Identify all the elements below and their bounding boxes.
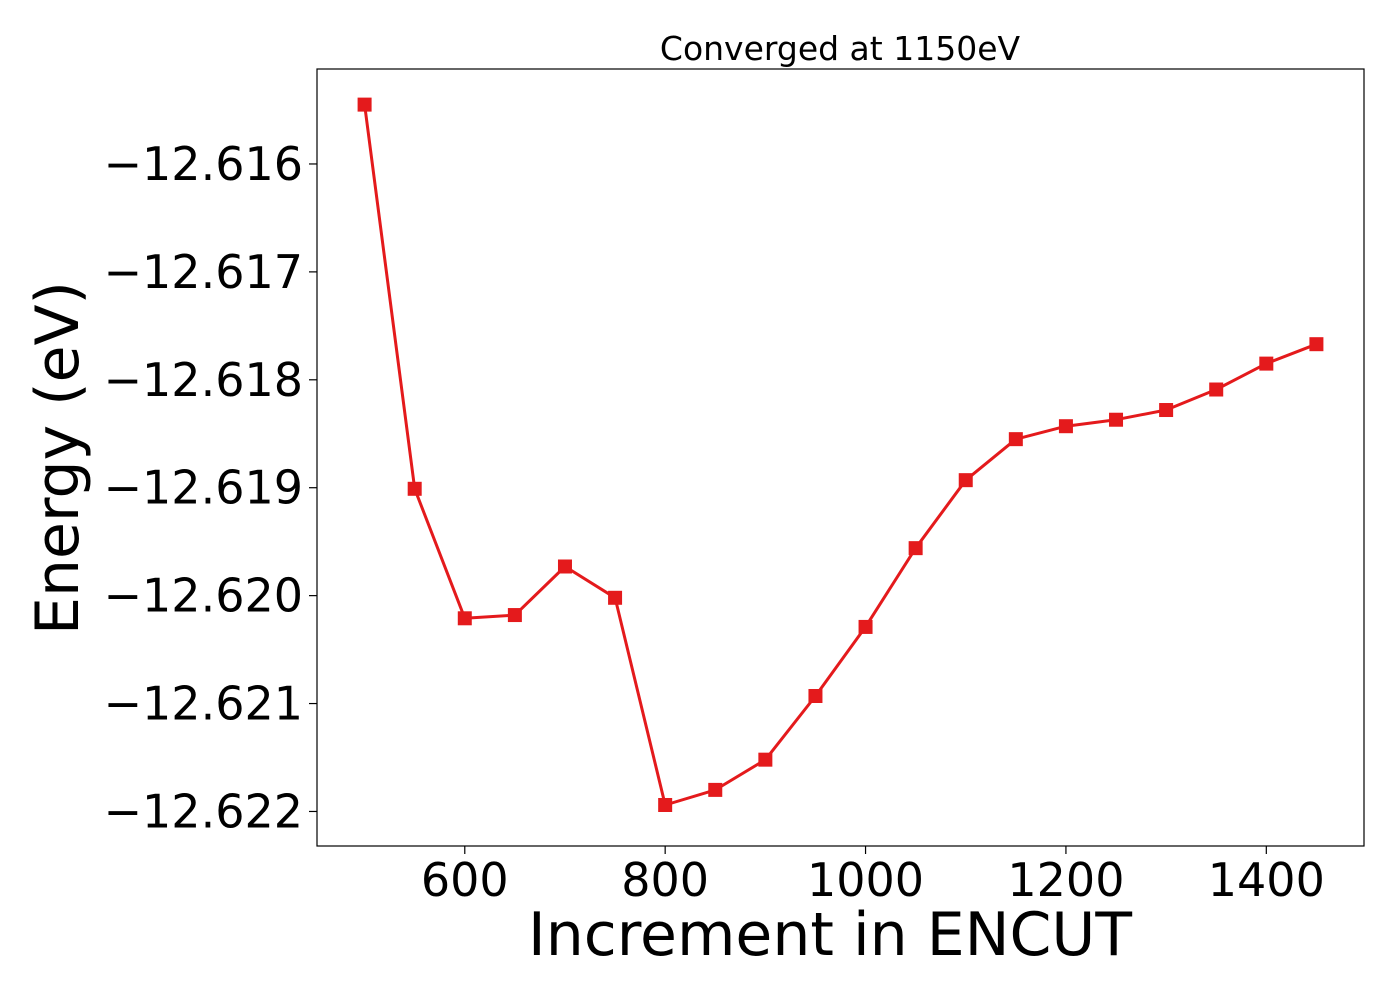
data-point-marker: [1159, 403, 1174, 418]
data-point-marker: [457, 611, 472, 626]
data-point-marker: [858, 619, 873, 634]
data-point-marker: [608, 590, 623, 605]
y-tick-label: −12.622: [104, 784, 304, 838]
data-point-marker: [958, 473, 973, 488]
data-point-marker: [1058, 419, 1073, 434]
data-point-marker: [658, 797, 673, 812]
data-point-marker: [357, 97, 372, 112]
data-point-marker: [908, 541, 923, 556]
y-axis: −12.616 −12.617 −12.618 −12.619 −12.620 −12.6…: [104, 137, 317, 838]
data-point-marker: [708, 782, 723, 797]
chart-title: Converged at 1150eV: [660, 29, 1021, 68]
x-axis-label: Increment in ENCUT: [528, 900, 1132, 970]
series-line: [363, 104, 1317, 807]
y-tick-label: −12.621: [104, 677, 304, 731]
data-point-marker: [1008, 432, 1023, 447]
x-tick-label: 1000: [807, 853, 924, 907]
y-tick-label: −12.619: [104, 461, 304, 515]
y-tick-label: −12.617: [104, 245, 304, 299]
data-point-marker: [758, 752, 773, 767]
data-point-marker: [1109, 412, 1124, 427]
data-point-marker: [557, 559, 572, 574]
y-tick-label: −12.618: [104, 353, 304, 407]
y-tick-label: −12.620: [104, 569, 304, 623]
y-tick-label: −12.616: [104, 137, 304, 191]
x-tick-label: 1400: [1208, 853, 1325, 907]
x-axis: 600 800 1000 1200 1400: [421, 846, 1325, 907]
axes-frame: [316, 68, 1365, 847]
data-point-marker: [1259, 356, 1274, 371]
y-axis-label: Energy (eV): [23, 281, 93, 635]
data-point-marker: [407, 481, 422, 496]
x-tick-label: 600: [421, 853, 509, 907]
data-point-marker: [1309, 337, 1324, 352]
data-point-marker: [808, 688, 823, 703]
data-point-marker: [507, 608, 522, 623]
x-tick-label: 800: [621, 853, 709, 907]
plot-area: [316, 68, 1365, 847]
x-tick-label: 1200: [1007, 853, 1124, 907]
data-point-marker: [1209, 382, 1224, 397]
